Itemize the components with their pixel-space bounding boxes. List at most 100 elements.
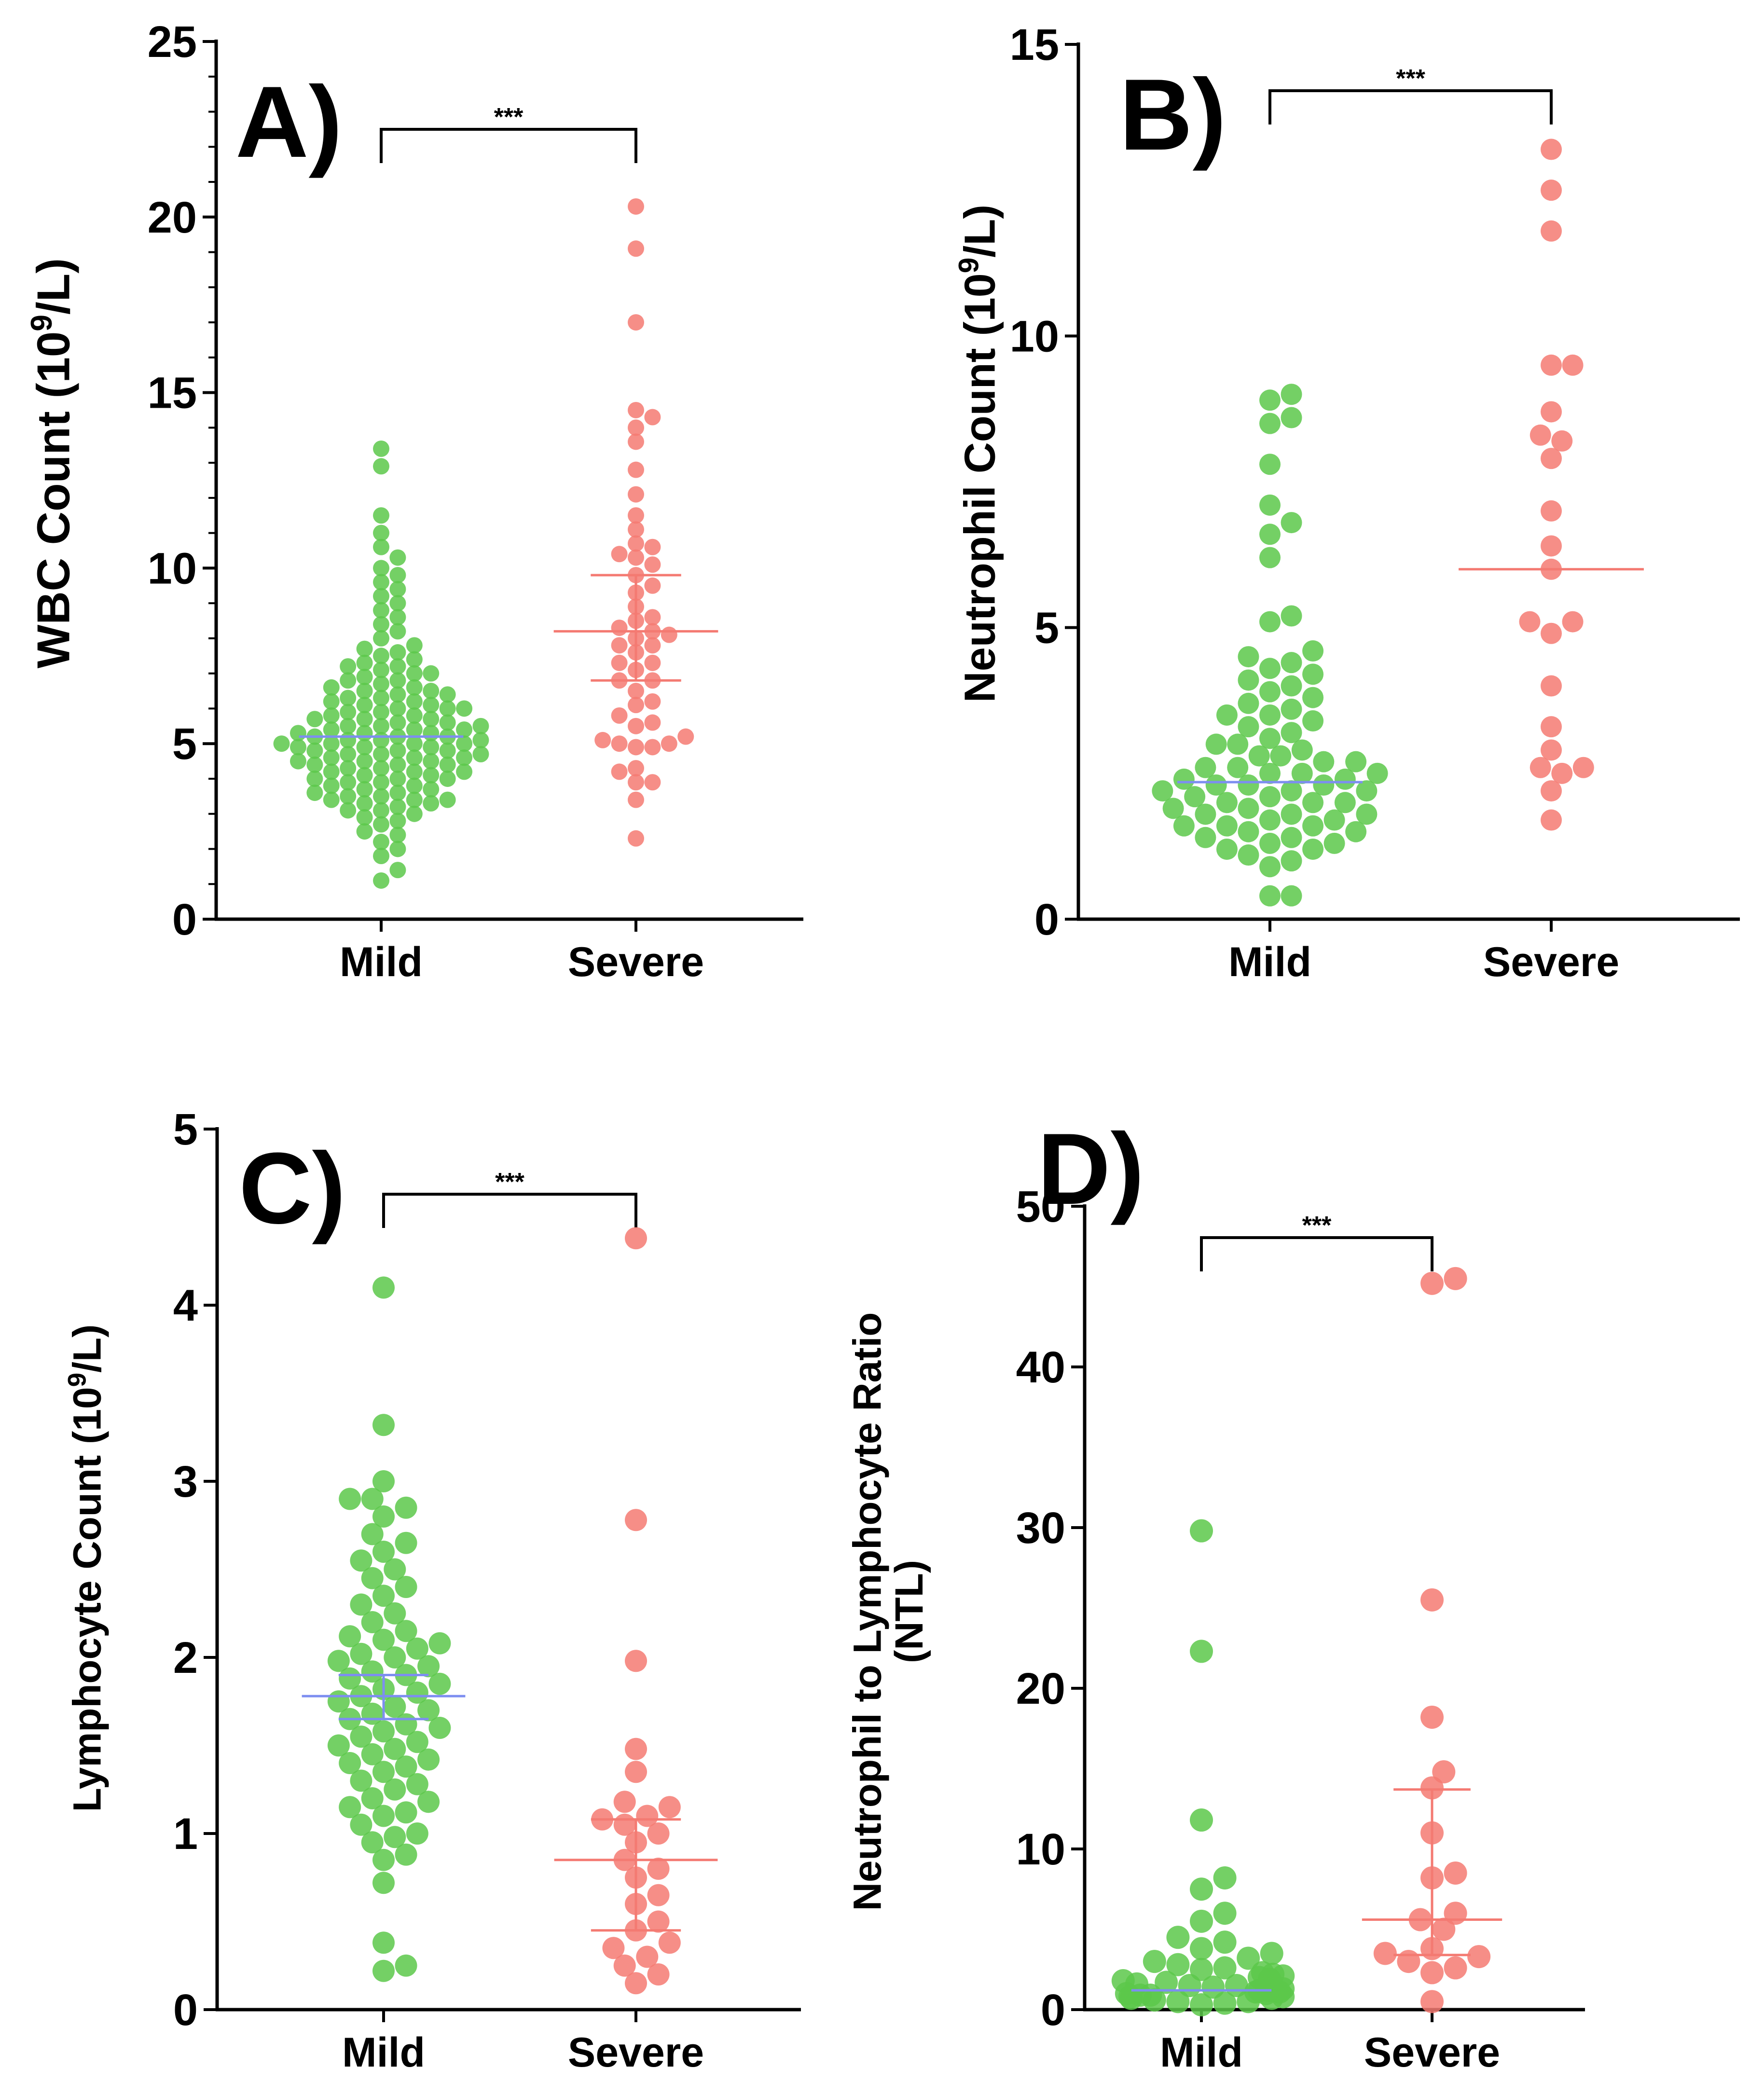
data-point-severe — [1444, 1902, 1467, 1925]
data-point-severe — [1432, 1760, 1456, 1784]
y-tick-label: 40 — [1016, 1343, 1065, 1392]
data-point-mild — [395, 1843, 417, 1866]
data-point-mild — [361, 1787, 384, 1809]
data-point-mild — [340, 717, 357, 734]
x-category-label: Severe — [1364, 2029, 1500, 2076]
data-point-mild — [423, 711, 440, 728]
y-tick-label: 4 — [173, 1281, 198, 1330]
data-point-severe — [1444, 1267, 1467, 1290]
data-point-severe — [644, 556, 661, 573]
data-point-mild — [406, 707, 423, 724]
data-point-severe — [1572, 757, 1594, 778]
data-point-severe — [628, 433, 644, 450]
data-point-mild — [389, 841, 406, 857]
data-point-mild — [1152, 780, 1173, 802]
panel-label: D) — [1037, 1112, 1144, 1226]
data-point-mild — [1213, 1956, 1237, 1980]
data-point-mild — [439, 742, 456, 759]
data-point-mild — [1173, 815, 1195, 837]
data-point-severe — [1373, 1942, 1397, 1965]
data-point-mild — [1366, 762, 1388, 784]
data-point-mild — [1281, 652, 1302, 674]
data-point-mild — [395, 1620, 417, 1642]
data-point-mild — [350, 1549, 372, 1572]
data-point-mild — [1173, 768, 1195, 790]
data-point-mild — [372, 1959, 395, 1982]
data-point-mild — [406, 1731, 428, 1753]
data-point-severe — [628, 314, 644, 331]
data-point-mild — [389, 644, 406, 661]
data-point-mild — [1259, 389, 1281, 411]
data-point-mild — [1205, 733, 1227, 755]
data-point-mild — [1190, 1877, 1213, 1901]
data-point-mild — [1238, 774, 1259, 796]
data-point-mild — [1166, 1990, 1190, 2013]
data-point-mild — [1259, 885, 1281, 907]
data-point-mild — [1216, 792, 1238, 814]
data-point-mild — [356, 823, 373, 840]
data-point-mild — [1143, 1950, 1166, 1973]
data-point-mild — [361, 1488, 384, 1510]
data-point-mild — [361, 1567, 384, 1589]
y-axis-title: Lymphocyte Count (109/L) — [63, 1324, 110, 1812]
data-point-mild — [439, 770, 456, 787]
data-point-mild — [406, 805, 423, 822]
data-point-mild — [1281, 384, 1302, 405]
y-axis-title-line: (NTL) — [887, 1560, 931, 1663]
data-point-severe — [1467, 1945, 1491, 1969]
data-point-mild — [356, 683, 373, 700]
data-point-mild — [389, 700, 406, 717]
data-point-mild — [1302, 838, 1324, 860]
data-point-mild — [384, 1778, 406, 1801]
data-point-severe — [644, 693, 661, 710]
data-point-mild — [340, 788, 357, 805]
data-point-severe — [1541, 401, 1562, 423]
data-point-mild — [1216, 815, 1238, 837]
data-point-mild — [1238, 798, 1259, 819]
data-point-mild — [1259, 524, 1281, 545]
y-tick-label: 20 — [148, 193, 197, 242]
data-point-severe — [1541, 780, 1562, 802]
data-point-severe — [1541, 500, 1562, 522]
data-point-mild — [389, 827, 406, 843]
data-point-mild — [372, 1470, 395, 1492]
data-point-severe — [1530, 757, 1551, 778]
data-point-mild — [406, 1682, 428, 1704]
data-point-mild — [323, 777, 340, 794]
data-point-mild — [356, 640, 373, 657]
data-point-mild — [417, 1748, 440, 1771]
data-point-severe — [611, 707, 628, 724]
data-point-mild — [1213, 1931, 1237, 1954]
data-point-severe — [625, 1650, 647, 1672]
data-point-mild — [356, 725, 373, 742]
data-point-severe — [1420, 1271, 1444, 1295]
y-axis-title: Neutrophil to Lymphocyte Ratio(NTL) — [846, 1312, 931, 1911]
data-point-mild — [356, 711, 373, 728]
x-category-label: Severe — [568, 939, 704, 985]
data-point-mild — [423, 683, 440, 700]
data-point-mild — [306, 742, 323, 759]
data-point-mild — [356, 781, 373, 798]
data-point-mild — [423, 697, 440, 714]
y-tick-label: 15 — [148, 369, 197, 418]
data-point-severe — [1541, 354, 1562, 376]
data-point-mild — [1270, 745, 1292, 767]
data-point-severe — [1541, 179, 1562, 201]
data-point-mild — [373, 788, 389, 805]
data-point-mild — [406, 777, 423, 794]
data-point-mild — [423, 767, 440, 784]
data-point-mild — [439, 686, 456, 703]
data-point-severe — [611, 763, 628, 780]
data-point-mild — [372, 1805, 395, 1827]
data-point-severe — [628, 401, 644, 418]
data-point-mild — [1238, 716, 1259, 738]
data-point-mild — [373, 574, 389, 591]
data-point-mild — [372, 1276, 395, 1299]
data-point-mild — [1313, 751, 1335, 772]
data-point-mild — [372, 1628, 395, 1651]
significance-stars: *** — [1302, 1212, 1332, 1240]
data-point-mild — [439, 714, 456, 731]
data-point-severe — [644, 654, 661, 671]
data-point-severe — [628, 507, 644, 524]
